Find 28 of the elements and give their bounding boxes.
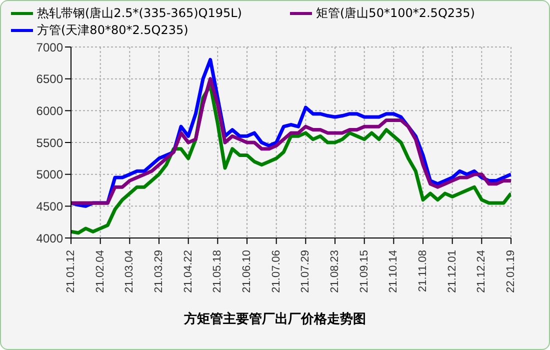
y-tick-label: 6500 xyxy=(36,72,64,86)
x-tick-label: 21.12.24 xyxy=(476,250,488,293)
x-tick-label: 21.01.12 xyxy=(65,250,77,293)
text: 方矩管主要管厂出厂价格走势图 xyxy=(182,310,367,328)
line-series xyxy=(71,83,511,235)
legend-label: 方管(天津80*80*2.5Q235) xyxy=(37,22,188,39)
y-tick-label: 7000 xyxy=(36,40,64,54)
legend-label: 矩管(唐山50*100*2.5Q235) xyxy=(316,5,475,22)
x-tick-label: 21.05.18 xyxy=(212,250,224,293)
y-tick-label: 6000 xyxy=(36,104,64,118)
x-tick-label: 21.03.29 xyxy=(153,250,165,293)
x-tick-label: 22.01.19 xyxy=(505,250,517,293)
x-tick-label: 21.06.10 xyxy=(241,250,253,293)
x-tick-label: 21.08.23 xyxy=(329,250,341,293)
x-tick-label: 21.11.08 xyxy=(417,250,429,292)
y-tick-label: 5500 xyxy=(36,136,64,150)
y-tick-label: 5000 xyxy=(36,168,64,182)
legend-label: 热轧带钢(唐山2.5*(335-365)Q195L) xyxy=(37,5,242,22)
x-tick-label: 21.02.04 xyxy=(94,250,106,293)
x-tick-label: 21.04.22 xyxy=(182,250,194,293)
x-tick-label: 21.12.01 xyxy=(446,250,458,293)
x-tick-label: 21.07.06 xyxy=(270,250,282,293)
x-tick-label: 21.03.04 xyxy=(124,250,136,293)
x-tick-label: 21.09.15 xyxy=(358,250,370,293)
x-tick-label: 21.07.29 xyxy=(300,250,312,293)
x-tick-label: 21.10.14 xyxy=(388,250,400,293)
y-tick-label: 4500 xyxy=(36,199,64,214)
y-tick-label: 4000 xyxy=(36,231,64,246)
